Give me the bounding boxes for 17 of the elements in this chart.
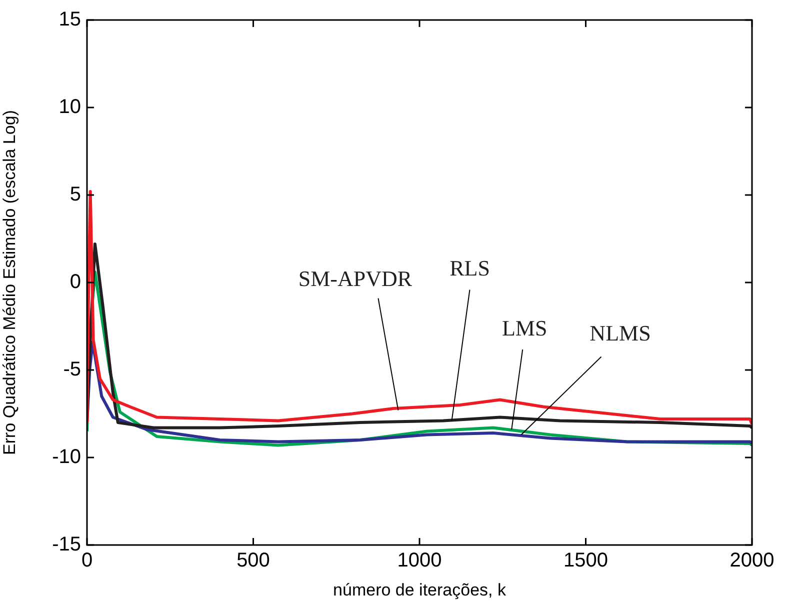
- y-tick-label: 0: [70, 271, 81, 294]
- y-tick-label: -10: [52, 446, 81, 468]
- y-tick-label: 10: [58, 96, 81, 118]
- x-tick-label: 1500: [564, 550, 608, 572]
- y-tick-label: 15: [58, 8, 81, 31]
- x-tick-label: 2000: [730, 550, 774, 572]
- annotation: RLS: [450, 256, 490, 281]
- annotation: LMS: [502, 315, 548, 340]
- y-tick-label: -15: [52, 534, 81, 556]
- x-tick-label: 1000: [397, 550, 442, 572]
- y-axis-title: Erro Quadrático Médio Estimado (escala Log): [0, 110, 19, 455]
- x-tick-label: 500: [236, 550, 270, 572]
- annotation: NLMS: [590, 320, 651, 346]
- annotation: SM-APVDR: [298, 266, 412, 292]
- y-tick-label: -5: [63, 358, 81, 381]
- y-tick-label: 5: [70, 184, 81, 206]
- x-axis-title: número de iterações, k: [333, 580, 506, 600]
